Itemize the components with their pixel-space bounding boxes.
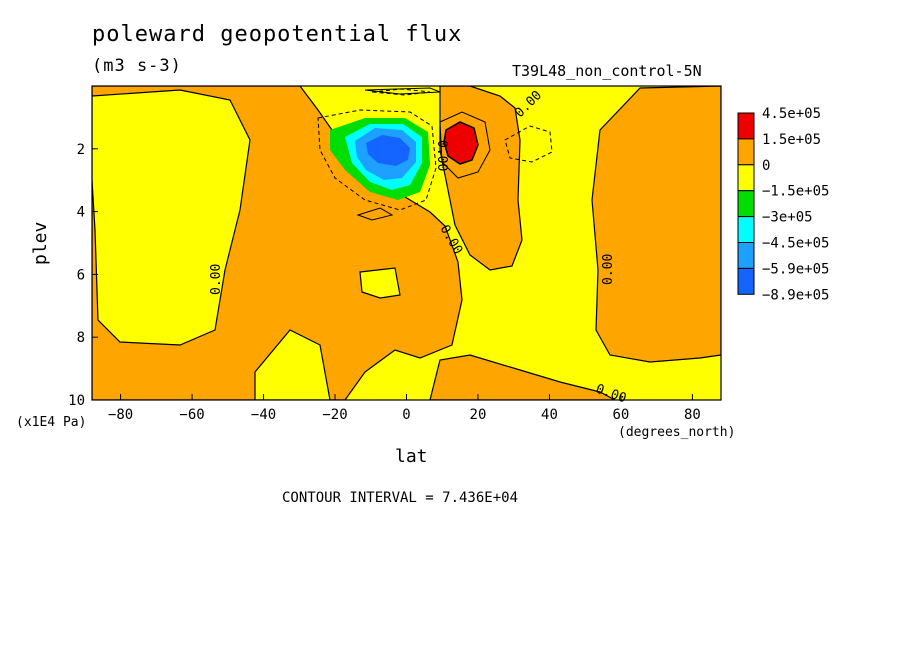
x-axis-units: (degrees_north) — [618, 425, 736, 440]
colorbar-swatch — [737, 242, 755, 269]
colorbar-label: −3e+05 — [762, 210, 813, 226]
contour-label: 0.00 — [209, 264, 224, 295]
colorbar-label: −8.9e+05 — [762, 287, 829, 303]
run-label: T39L48_non_control-5N — [512, 62, 702, 80]
y-tick-label: 6 — [77, 267, 85, 283]
colorbar-label: −4.5e+05 — [762, 236, 829, 252]
colorbar-swatch — [737, 138, 755, 166]
colorbar-label: −1.5e+05 — [762, 184, 829, 200]
colorbar-label: 1.5e+05 — [762, 132, 821, 148]
x-tick-label: −60 — [179, 407, 204, 423]
colorbar-swatch — [737, 216, 755, 244]
colorbar-swatch — [737, 267, 755, 295]
colorbar-swatch — [737, 112, 755, 140]
colorbar-swatch — [737, 164, 755, 192]
contour-label: 0.00 — [434, 140, 449, 171]
x-tick-label: 40 — [541, 407, 558, 423]
fill-orange-right — [591, 86, 721, 363]
x-tick-label: 20 — [470, 407, 487, 423]
x-tick-label: −40 — [251, 407, 276, 423]
x-axis-label: lat — [395, 446, 428, 467]
chart-units: (m3 s-3) — [92, 56, 182, 76]
y-tick-label: 8 — [77, 330, 85, 346]
fill-orange-bottom-right — [429, 354, 616, 400]
y-tick-label: 4 — [77, 205, 85, 221]
chart-title: poleward geopotential flux — [92, 22, 463, 47]
fill-yellow-island — [359, 267, 401, 299]
y-axis-units: (x1E4 Pa) — [16, 415, 87, 430]
contour-label: 0.00 — [601, 254, 616, 285]
x-tick-label: 0 — [402, 407, 410, 423]
x-axis-ticks: −80 −60 −40 −20 0 20 40 60 80 — [108, 394, 701, 423]
plot-fill — [92, 86, 721, 400]
colorbar-label: 0 — [762, 158, 770, 174]
contour-interval: CONTOUR INTERVAL = 7.436E+04 — [282, 490, 519, 506]
x-tick-label: −80 — [108, 407, 133, 423]
fill-blue-anomaly — [366, 135, 410, 166]
x-tick-label: −20 — [322, 407, 347, 423]
colorbar-label: 4.5e+05 — [762, 106, 821, 122]
y-tick-label: 2 — [77, 142, 85, 158]
colorbar: 4.5e+05 1.5e+05 0 −1.5e+05 −3e+05 −4.5e+05 −5.… — [737, 106, 829, 303]
fill-red-anomaly — [443, 121, 479, 165]
colorbar-label: −5.9e+05 — [762, 261, 829, 277]
y-tick-label: 10 — [68, 393, 85, 409]
x-tick-label: 60 — [613, 407, 630, 423]
y-axis-ticks: 2 4 6 8 10 — [68, 142, 98, 409]
colorbar-swatch — [737, 190, 755, 218]
x-tick-label: 80 — [684, 407, 701, 423]
fill-yellow-left — [92, 89, 251, 346]
solid-contours — [356, 87, 491, 221]
fill-yellow-bottom-left — [254, 329, 331, 400]
